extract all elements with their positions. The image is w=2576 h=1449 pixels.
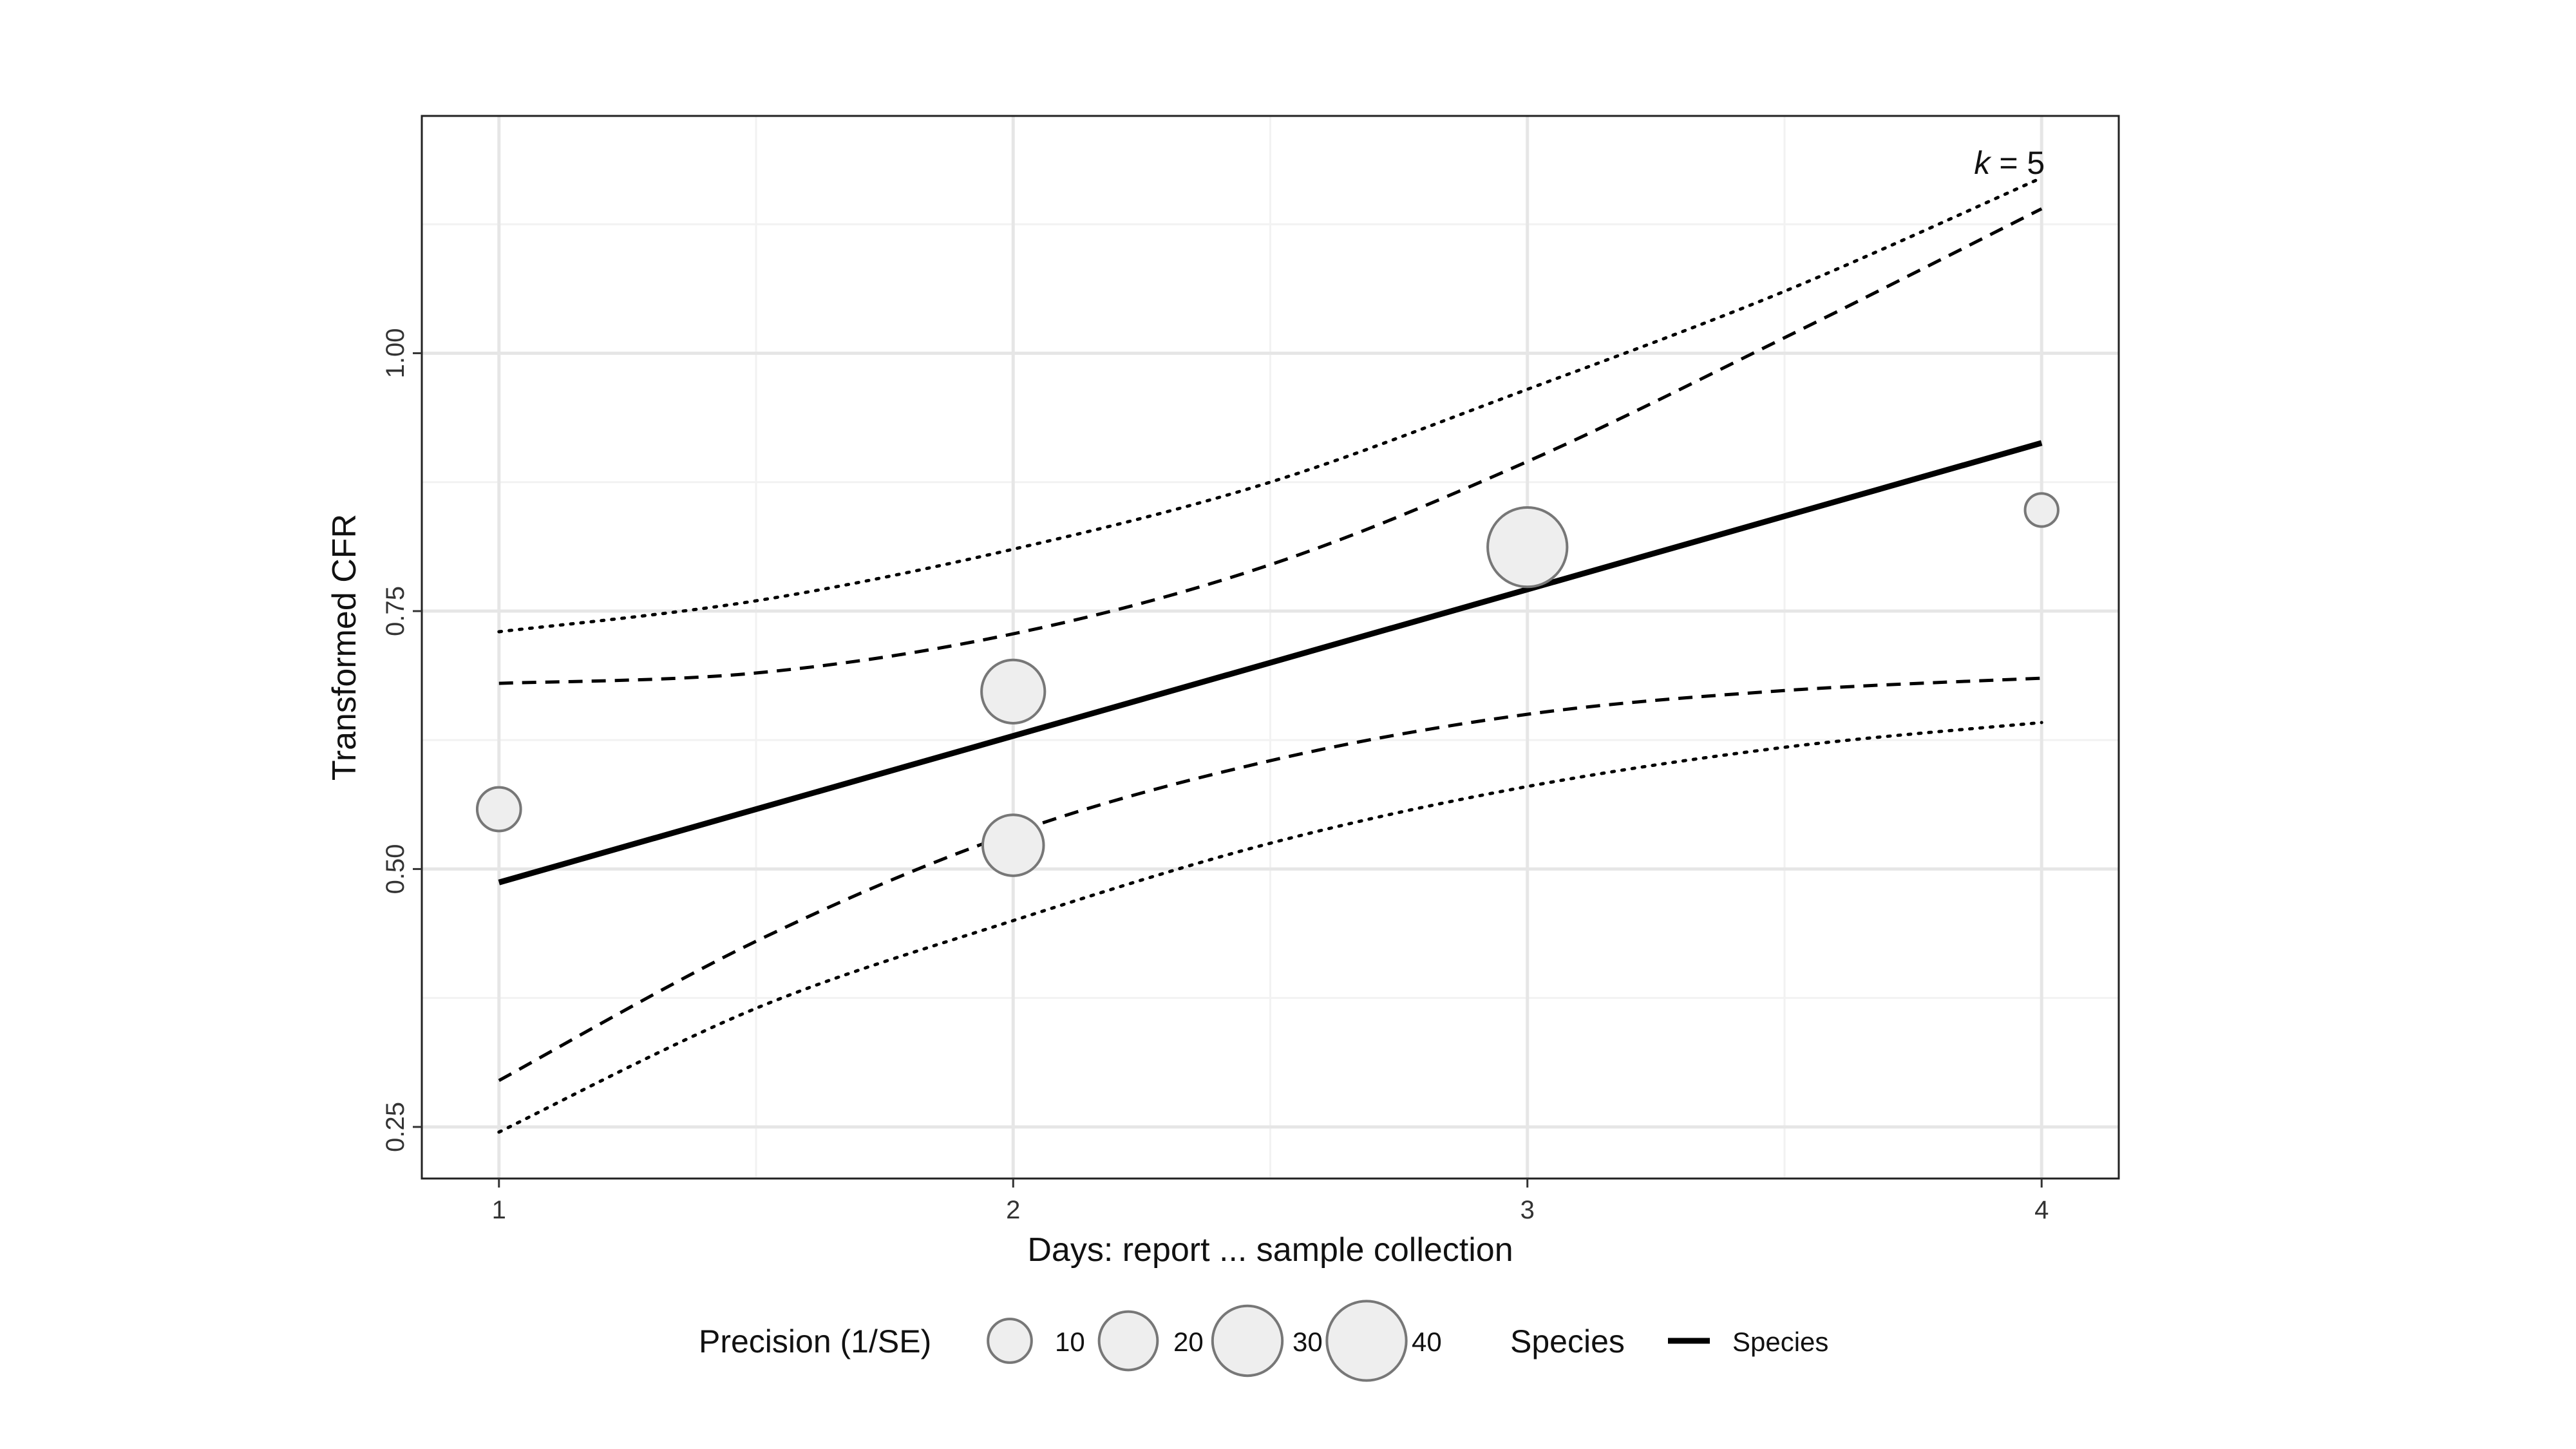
data-point bbox=[2023, 492, 2060, 528]
data-point bbox=[1486, 506, 1569, 589]
prediction-interval-line bbox=[497, 176, 2043, 634]
legend-line-title: Species bbox=[1510, 1323, 1625, 1359]
legend-size-title: Precision (1/SE) bbox=[699, 1323, 931, 1359]
grid bbox=[422, 116, 2119, 1179]
x-tick-label: 4 bbox=[2034, 1196, 2049, 1224]
legend: Precision (1/SE) 10 20 30 40 Species Specie… bbox=[699, 1300, 1828, 1382]
confidence-interval-line bbox=[498, 676, 2042, 1083]
legend-size-key bbox=[1097, 1310, 1159, 1372]
legend-size-key bbox=[1211, 1304, 1284, 1378]
y-tick-label: 0.25 bbox=[381, 1102, 410, 1152]
legend-size-key bbox=[1325, 1300, 1408, 1382]
x-tick-label: 1 bbox=[492, 1196, 506, 1224]
x-tick-label: 3 bbox=[1520, 1196, 1535, 1224]
legend-size-label: 20 bbox=[1173, 1327, 1204, 1357]
legend-line-entries: Species bbox=[1668, 1327, 1828, 1357]
y-axis-title: Transformed CFR bbox=[326, 514, 363, 781]
x-axis: 1 2 3 4 bbox=[492, 1179, 2049, 1224]
regression-line bbox=[498, 440, 2043, 886]
x-axis-title: Days: report ... sample collection bbox=[1027, 1231, 1513, 1269]
data-point bbox=[475, 786, 522, 833]
legend-size-label: 40 bbox=[1412, 1327, 1442, 1357]
data-points bbox=[475, 492, 2060, 877]
y-axis: 0.25 0.50 0.75 1.00 bbox=[381, 328, 422, 1152]
prediction-interval-line bbox=[497, 721, 2043, 1134]
data-point bbox=[980, 658, 1046, 724]
k-annotation-italic: k bbox=[1974, 145, 1992, 181]
legend-size-entries: 10 20 30 40 bbox=[987, 1300, 1442, 1382]
confidence-interval-line bbox=[498, 207, 2043, 685]
legend-size-key bbox=[987, 1318, 1033, 1364]
y-tick-label: 1.00 bbox=[381, 328, 410, 379]
y-tick-label: 0.50 bbox=[381, 844, 410, 894]
regression-lines bbox=[498, 440, 2043, 886]
confidence-bands bbox=[497, 176, 2043, 1134]
y-tick-label: 0.75 bbox=[381, 586, 410, 636]
panel-border bbox=[421, 115, 2120, 1180]
k-annotation: k = 5 bbox=[1974, 145, 2045, 181]
legend-size-label: 10 bbox=[1055, 1327, 1085, 1357]
x-tick-label: 2 bbox=[1006, 1196, 1020, 1224]
legend-line-label: Species bbox=[1732, 1327, 1828, 1357]
data-point bbox=[981, 813, 1045, 877]
k-annotation-value: = 5 bbox=[1990, 145, 2045, 181]
legend-size-label: 30 bbox=[1293, 1327, 1323, 1357]
